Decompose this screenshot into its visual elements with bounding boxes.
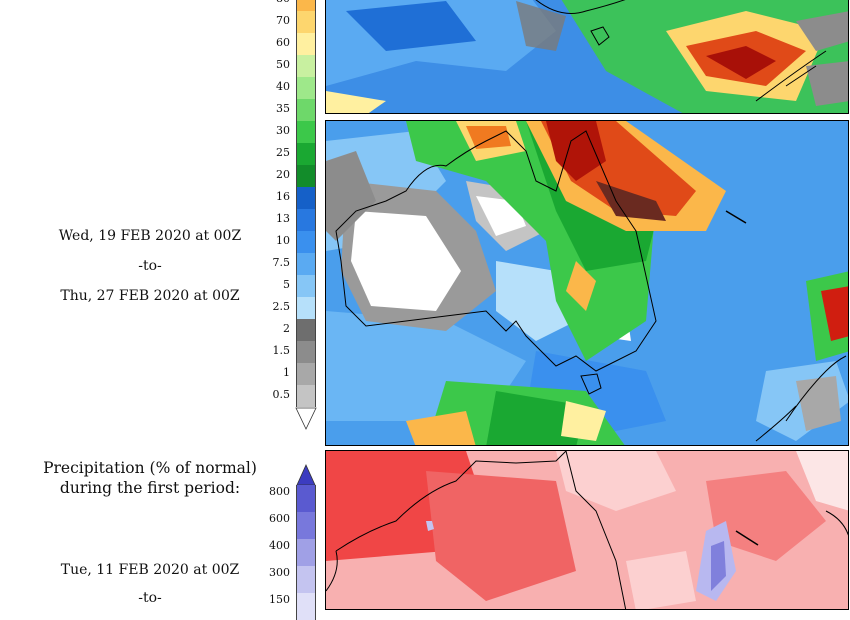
- precip-colorbar-swatch: [296, 319, 316, 341]
- precip-colorbar-swatch: [296, 187, 316, 209]
- precip-colorbar-tick-label: 16: [276, 190, 290, 203]
- upper-period-to: -to-: [138, 258, 162, 274]
- map-panel-top: [325, 0, 849, 114]
- lower-period-start: Tue, 11 FEB 2020 at 00Z: [60, 562, 240, 578]
- precip-colorbar-tick-label: 7.5: [272, 256, 291, 269]
- precip-colorbar-swatch: [296, 143, 316, 165]
- precip-colorbar-tick-label: 50: [276, 58, 290, 71]
- precip-colorbar-tick-label: 1.5: [272, 344, 291, 357]
- precip-colorbar-swatch: [296, 33, 316, 55]
- precip-colorbar-swatch: [296, 165, 316, 187]
- percent-normal-map: [326, 451, 848, 609]
- precip-colorbar-swatch: [296, 99, 316, 121]
- map-panel-percent: [325, 450, 849, 610]
- precip-colorbar-tick-label: 0.5: [272, 388, 291, 401]
- precip-colorbar-swatch: [296, 121, 316, 143]
- precip-colorbar-swatch: [296, 0, 316, 11]
- precip-colorbar-tick-label: 30: [276, 124, 290, 137]
- precip-colorbar-swatch: [296, 253, 316, 275]
- precip-colorbar-tick-label: 5: [283, 278, 290, 291]
- percent-normal-title-line2: during the first period:: [59, 479, 241, 497]
- precip-colorbar-swatch: [296, 55, 316, 77]
- percent-colorbar-tick-label: 600: [269, 512, 290, 525]
- percent-colorbar-swatch: [296, 593, 316, 620]
- percent-colorbar-swatch: [296, 566, 316, 593]
- precip-colorbar-tick-label: 13: [276, 212, 290, 225]
- precip-colorbar-swatch: [296, 385, 316, 407]
- precip-colorbar-tick-label: 40: [276, 80, 290, 93]
- upper-period-end: Thu, 27 FEB 2020 at 00Z: [60, 288, 240, 304]
- precip-colorbar-tick-label: 25: [276, 146, 290, 159]
- precip-colorbar-tick-label: 35: [276, 102, 290, 115]
- precip-colorbar-tick-label: 60: [276, 36, 290, 49]
- precip-colorbar-swatch: [296, 297, 316, 319]
- precip-map: [326, 121, 848, 445]
- precip-colorbar-swatch: [296, 363, 316, 385]
- precip-colorbar-tick-label: 20: [276, 168, 290, 181]
- precip-colorbar-swatch: [296, 275, 316, 297]
- precip-colorbar-bottom-arrow: [295, 407, 317, 430]
- percent-colorbar-swatch: [296, 539, 316, 566]
- map-panel-precip: [325, 120, 849, 446]
- precip-colorbar-swatch: [296, 77, 316, 99]
- precip-colorbar-tick-label: 2: [283, 322, 290, 335]
- percent-colorbar-swatch: [296, 512, 316, 539]
- precip-map-top: [326, 0, 848, 113]
- precip-colorbar-swatch: [296, 11, 316, 33]
- precip-colorbar-tick-label: 2.5: [272, 300, 291, 313]
- precip-colorbar-tick-label: 1: [283, 366, 290, 379]
- precip-colorbar-swatch: [296, 341, 316, 363]
- upper-period-start: Wed, 19 FEB 2020 at 00Z: [58, 228, 242, 244]
- percent-colorbar-tick-label: 800: [269, 485, 290, 498]
- precip-colorbar-tick-label: 80: [230, 0, 290, 5]
- percent-colorbar-tick-label: 400: [269, 539, 290, 552]
- precip-colorbar-tick-label: 10: [276, 234, 290, 247]
- precip-colorbar-tick-label: 70: [276, 14, 290, 27]
- precip-colorbar-swatch: [296, 209, 316, 231]
- percent-normal-title: Precipitation (% of normal) during the f…: [20, 458, 280, 498]
- percent-colorbar-top-arrow: [296, 464, 316, 486]
- precip-colorbar-frame: [296, 0, 316, 407]
- percent-colorbar-swatch: [296, 485, 316, 512]
- percent-normal-title-line1: Precipitation (% of normal): [43, 459, 257, 477]
- percent-colorbar-tick-label: 300: [269, 566, 290, 579]
- precip-colorbar: [295, 0, 317, 430]
- precip-colorbar-swatch: [296, 231, 316, 253]
